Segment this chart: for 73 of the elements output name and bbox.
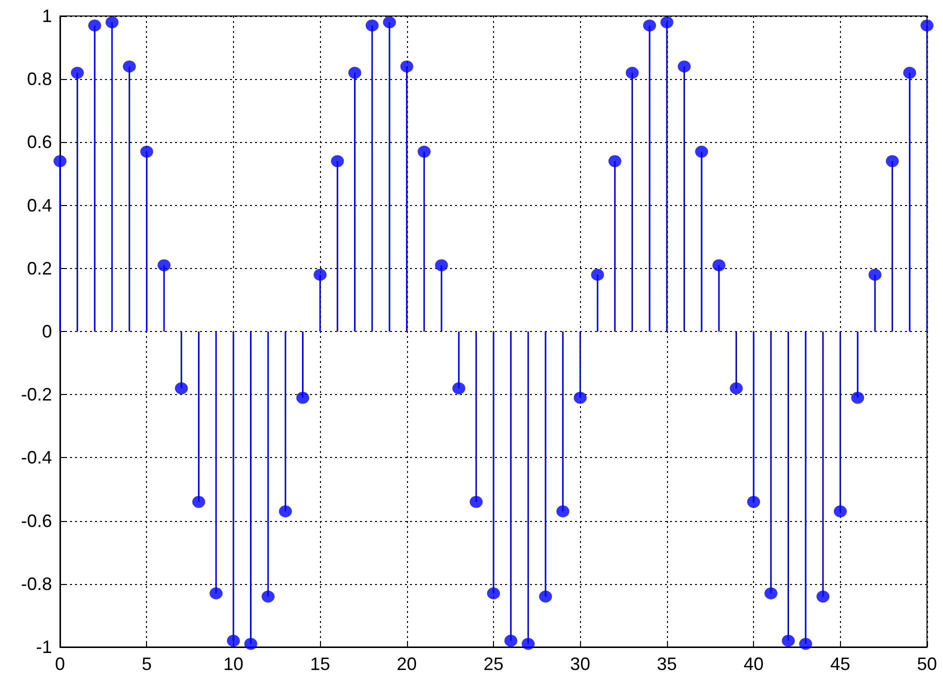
- point: [330, 155, 344, 168]
- point: [504, 634, 518, 647]
- x-tick-label: 10: [223, 654, 244, 674]
- point: [314, 268, 327, 281]
- point: [262, 590, 275, 603]
- x-tick-label: 5: [142, 654, 152, 674]
- point: [626, 66, 639, 79]
- x-tick-label: 0: [54, 654, 66, 674]
- y-tick-label: 0: [42, 322, 52, 342]
- point: [539, 590, 552, 603]
- x-tick-label: 20: [396, 654, 417, 674]
- point: [782, 634, 795, 647]
- point: [174, 382, 188, 394]
- point: [418, 146, 431, 158]
- point: [920, 19, 934, 32]
- point: [122, 60, 136, 72]
- point: [695, 146, 708, 158]
- y-tick-label: 0.2: [26, 258, 52, 278]
- point: [382, 16, 396, 28]
- point: [886, 155, 899, 168]
- point: [278, 505, 292, 518]
- point: [730, 382, 743, 394]
- point: [470, 496, 483, 508]
- point: [522, 638, 535, 650]
- point: [192, 496, 206, 508]
- point: [70, 66, 84, 79]
- point: [747, 496, 760, 508]
- x-tick-label: 45: [830, 654, 850, 674]
- point: [799, 638, 812, 650]
- point: [296, 392, 310, 404]
- y-tick-label: -0.4: [20, 448, 52, 468]
- x-tick-label: 30: [570, 654, 590, 674]
- point: [244, 638, 258, 650]
- point: [556, 505, 570, 518]
- point: [816, 590, 830, 603]
- point: [226, 634, 240, 647]
- point: [366, 19, 379, 32]
- y-tick-label: -0.8: [20, 574, 52, 594]
- point: [764, 587, 778, 600]
- x-tick-label: 40: [744, 654, 764, 674]
- point: [712, 259, 726, 272]
- point: [106, 16, 119, 28]
- point: [608, 155, 622, 168]
- point: [434, 259, 448, 272]
- x-tick-label: 25: [483, 654, 504, 674]
- point: [487, 587, 500, 600]
- y-tick-label: -1: [36, 637, 52, 657]
- point: [452, 382, 466, 394]
- point: [868, 268, 882, 281]
- point: [903, 66, 916, 79]
- x-tick-label: 50: [916, 654, 938, 674]
- point: [54, 155, 66, 168]
- point: [834, 505, 847, 518]
- y-tick-label: 0.4: [26, 195, 52, 216]
- point: [678, 60, 691, 72]
- y-tick-label: -0.2: [20, 384, 52, 405]
- y-tick-label: 0.6: [26, 132, 52, 152]
- point: [158, 259, 171, 272]
- point: [88, 19, 102, 32]
- point: [643, 19, 656, 32]
- point: [660, 16, 674, 28]
- point: [210, 587, 223, 600]
- y-tick-label: 1: [42, 6, 52, 26]
- x-tick-label: 35: [656, 654, 677, 674]
- point: [851, 392, 864, 404]
- x-tick-label: 15: [310, 654, 330, 674]
- point: [348, 66, 362, 79]
- point: [140, 146, 154, 158]
- point: [400, 60, 414, 72]
- point: [574, 392, 587, 404]
- y-tick-label: -0.6: [20, 510, 52, 531]
- y-tick-label: 0.8: [26, 69, 52, 90]
- point: [591, 268, 604, 281]
